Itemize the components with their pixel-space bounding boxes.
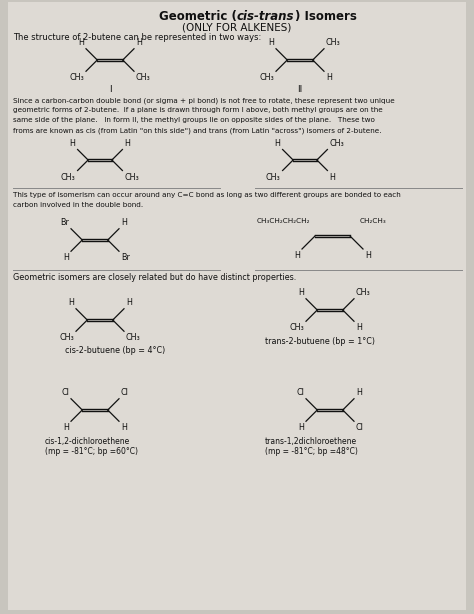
Text: CH₃: CH₃ xyxy=(356,288,371,297)
Text: CH₃: CH₃ xyxy=(266,173,281,182)
Text: H: H xyxy=(124,139,130,147)
Text: cis-2-butuene (bp = 4°C): cis-2-butuene (bp = 4°C) xyxy=(65,346,165,355)
Text: Cl: Cl xyxy=(356,423,364,432)
Text: Geometric (: Geometric ( xyxy=(159,10,237,23)
Text: Br: Br xyxy=(60,218,69,227)
Text: same side of the plane.   In form II, the methyl groups lie on opposite sides of: same side of the plane. In form II, the … xyxy=(13,117,375,123)
Text: CH₃: CH₃ xyxy=(61,173,75,182)
Text: CH₃: CH₃ xyxy=(69,73,84,82)
Text: H: H xyxy=(126,298,132,307)
Text: H: H xyxy=(63,253,69,262)
Text: The structure of 2-butene can be represented in two ways:: The structure of 2-butene can be represe… xyxy=(13,33,261,42)
Text: H: H xyxy=(329,173,335,182)
Text: cis-trans: cis-trans xyxy=(237,10,294,23)
Text: H: H xyxy=(356,323,362,332)
Text: H: H xyxy=(68,298,74,307)
Text: froms are known as cis (from Latin "on this side") and trans (from Latin "across: froms are known as cis (from Latin "on t… xyxy=(13,127,382,133)
Text: trans-2-butuene (bp = 1°C): trans-2-butuene (bp = 1°C) xyxy=(265,337,375,346)
Text: H: H xyxy=(63,423,69,432)
Text: H: H xyxy=(78,37,84,47)
Text: H: H xyxy=(268,37,274,47)
Text: ) Isomers: ) Isomers xyxy=(295,10,357,23)
Text: cis-1,2-dichloroethene
(mp = -81°C; bp =60°C): cis-1,2-dichloroethene (mp = -81°C; bp =… xyxy=(45,437,138,456)
Text: H: H xyxy=(121,423,127,432)
Text: Br: Br xyxy=(121,253,130,262)
Text: H: H xyxy=(326,73,332,82)
Text: H: H xyxy=(70,139,75,147)
Text: H: H xyxy=(298,288,304,297)
Text: CH₃: CH₃ xyxy=(326,37,341,47)
FancyBboxPatch shape xyxy=(8,2,466,610)
Text: CH₃: CH₃ xyxy=(124,173,139,182)
Text: Cl: Cl xyxy=(296,388,304,397)
Text: CH₃CH₂CH₂CH₂: CH₃CH₂CH₂CH₂ xyxy=(256,218,310,224)
Text: CH₂CH₃: CH₂CH₃ xyxy=(360,218,387,224)
Text: H: H xyxy=(121,218,127,227)
Text: H: H xyxy=(136,37,142,47)
Text: Cl: Cl xyxy=(61,388,69,397)
Text: geometric forms of 2-butene.  If a plane is drawn through form I above, both met: geometric forms of 2-butene. If a plane … xyxy=(13,107,383,113)
Text: Cl: Cl xyxy=(121,388,129,397)
Text: CH₃: CH₃ xyxy=(289,323,304,332)
Text: CH₃: CH₃ xyxy=(136,73,151,82)
Text: H: H xyxy=(298,423,304,432)
Text: CH₃: CH₃ xyxy=(59,333,74,342)
Text: CH₃: CH₃ xyxy=(259,73,274,82)
Text: (ONLY FOR ALKENES): (ONLY FOR ALKENES) xyxy=(182,22,292,32)
Text: II: II xyxy=(297,85,302,94)
Text: H: H xyxy=(294,251,300,260)
Text: Since a carbon-carbon double bond (or sigma + pi bond) is not free to rotate, th: Since a carbon-carbon double bond (or si… xyxy=(13,97,395,104)
Text: H: H xyxy=(356,388,362,397)
Text: H: H xyxy=(275,139,281,147)
Text: This type of isomerism can occur around any C=C bond as long as two different gr: This type of isomerism can occur around … xyxy=(13,192,401,198)
Text: Geometric isomers are closely related but do have distinct properties.: Geometric isomers are closely related bu… xyxy=(13,273,296,282)
Text: carbon involved in the double bond.: carbon involved in the double bond. xyxy=(13,202,143,208)
Text: H: H xyxy=(365,251,371,260)
Text: I: I xyxy=(109,85,111,94)
Text: CH₃: CH₃ xyxy=(329,139,344,147)
Text: CH₃: CH₃ xyxy=(126,333,141,342)
Text: trans-1,2dichloroethene
(mp = -81°C; bp =48°C): trans-1,2dichloroethene (mp = -81°C; bp … xyxy=(265,437,358,456)
